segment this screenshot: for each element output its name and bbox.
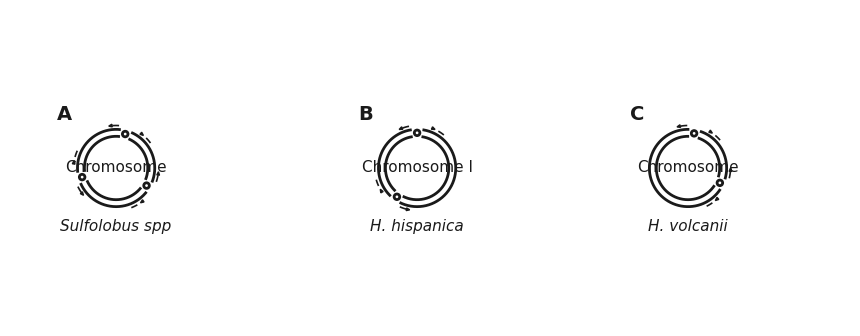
Text: Chromosome: Chromosome (65, 161, 167, 175)
Polygon shape (406, 208, 409, 211)
Circle shape (122, 131, 128, 137)
Circle shape (144, 183, 150, 188)
Polygon shape (157, 172, 159, 175)
Text: Chromosome: Chromosome (637, 161, 739, 175)
Polygon shape (108, 124, 113, 127)
Polygon shape (729, 168, 732, 171)
Text: Chromosome I: Chromosome I (361, 161, 473, 175)
Circle shape (717, 180, 722, 186)
Circle shape (394, 194, 400, 200)
Polygon shape (709, 130, 712, 133)
Polygon shape (432, 127, 435, 129)
Polygon shape (72, 161, 75, 164)
Circle shape (691, 131, 697, 136)
Polygon shape (140, 132, 144, 135)
Text: H. volcanii: H. volcanii (648, 219, 728, 234)
Polygon shape (380, 189, 384, 193)
Polygon shape (140, 200, 144, 203)
Circle shape (79, 174, 85, 180)
Text: B: B (359, 106, 373, 124)
Text: Sulfolobus spp: Sulfolobus spp (60, 219, 172, 234)
Polygon shape (677, 125, 680, 127)
Polygon shape (716, 197, 719, 201)
Polygon shape (399, 127, 402, 129)
Text: H. hispanica: H. hispanica (370, 219, 464, 234)
Text: A: A (58, 106, 72, 124)
Text: C: C (630, 106, 644, 124)
Polygon shape (80, 192, 83, 195)
Circle shape (415, 130, 420, 136)
